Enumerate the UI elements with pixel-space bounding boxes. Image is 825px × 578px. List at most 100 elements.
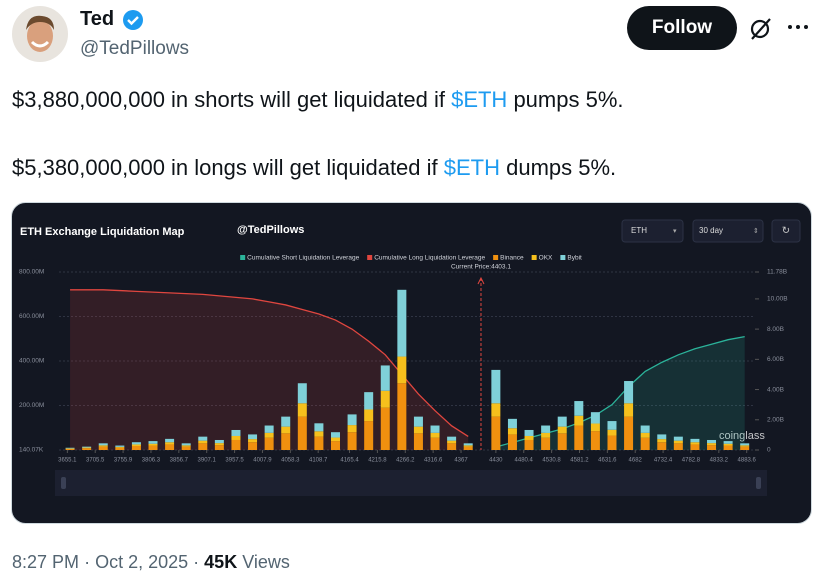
legend-swatch [560, 255, 566, 260]
legend-label: OKX [539, 255, 553, 262]
legend-label: Bybit [567, 255, 582, 262]
separator: · [193, 552, 200, 572]
bar [507, 428, 517, 435]
y-tick-label: 200.00M [19, 402, 44, 409]
bar [507, 418, 517, 429]
y2-tick-label: 6.00B [767, 356, 784, 363]
bar [707, 445, 717, 450]
bar [131, 445, 141, 450]
bar [607, 429, 617, 436]
bar [413, 416, 423, 427]
bar [165, 442, 175, 445]
y2-tick-label: 4.00B [767, 386, 784, 393]
bar [740, 443, 750, 446]
author-handle[interactable]: @TedPillows [80, 38, 190, 59]
avatar-smile [30, 40, 50, 48]
scrollbar-handle [61, 477, 66, 489]
bar [590, 431, 600, 450]
bar [264, 437, 274, 450]
y2-tick-label: 0 [767, 447, 771, 454]
select-arrow: ▾ [673, 228, 677, 235]
x-tick-label: 3806.3 [142, 458, 161, 464]
bar [115, 445, 125, 447]
x-tick-label: 4581.2 [570, 458, 589, 464]
bar [380, 365, 390, 391]
bar [507, 434, 517, 450]
bar [181, 443, 191, 446]
bar [165, 438, 175, 443]
bar [707, 439, 717, 444]
bar [364, 392, 374, 410]
bar [347, 414, 357, 426]
cashtag-link[interactable]: $ETH [443, 155, 500, 180]
bar [364, 409, 374, 422]
bar [231, 429, 241, 436]
current-price-arrow [477, 276, 485, 285]
bar [557, 426, 567, 434]
bar [380, 390, 390, 408]
bar [491, 369, 501, 404]
bar [297, 416, 307, 450]
x-tick-label: 4007.9 [253, 458, 272, 464]
bar [541, 437, 551, 450]
bar [624, 381, 634, 404]
tweet-text: $3,880,000,000 in shorts will get liquid… [12, 87, 452, 112]
y-tick-label: 140.07K [19, 447, 44, 454]
bar [330, 437, 340, 442]
bar [82, 447, 92, 449]
author-name[interactable]: Ted [80, 8, 115, 30]
x-tick-label: 4430 [489, 458, 503, 464]
bar [574, 425, 584, 450]
bar [447, 440, 457, 444]
range-select[interactable] [692, 219, 764, 243]
bar [281, 426, 291, 434]
bar [281, 433, 291, 450]
chart-title: ETH Exchange Liquidation Map [20, 226, 185, 238]
cashtag-link[interactable]: $ETH [451, 87, 508, 112]
bar [491, 416, 501, 450]
bar [723, 441, 733, 444]
bar [347, 432, 357, 450]
more-icon[interactable] [786, 20, 810, 34]
bar [690, 442, 700, 445]
x-tick-label: 4108.7 [309, 458, 328, 464]
symbol-select[interactable] [621, 219, 684, 243]
y2-tick-label: 2.00B [767, 416, 784, 423]
bar [413, 433, 423, 450]
bar [314, 436, 324, 450]
bar [314, 431, 324, 437]
legend-label: Cumulative Short Liquidation Leverage [247, 255, 359, 262]
chart-image[interactable]: ETH Exchange Liquidation Map @TedPillows… [11, 202, 812, 524]
tweet-line: $5,380,000,000 in longs will get liquida… [12, 155, 616, 181]
bar [524, 429, 534, 436]
bar [297, 383, 307, 404]
bar [640, 432, 650, 438]
bar [657, 439, 667, 443]
avatar[interactable] [12, 6, 68, 62]
bar [231, 435, 241, 440]
follow-button[interactable]: Follow [627, 6, 737, 50]
tweet-date[interactable]: Oct 2, 2025 [95, 552, 189, 572]
verified-badge [123, 10, 143, 30]
bar [98, 445, 108, 447]
x-tick-label: 3755.9 [114, 458, 133, 464]
bar [430, 437, 440, 450]
bar [397, 383, 407, 450]
bar [198, 440, 208, 444]
bar [624, 416, 634, 450]
x-tick-label: 4833.2 [710, 458, 729, 464]
grok-icon[interactable] [748, 16, 774, 42]
bar [690, 444, 700, 450]
bar [524, 435, 534, 440]
bar [707, 443, 717, 446]
bar [148, 443, 158, 446]
x-tick-label: 4883.6 [738, 458, 757, 464]
bar [330, 432, 340, 438]
tweet-time[interactable]: 8:27 PM [12, 552, 80, 572]
refresh-button[interactable] [771, 219, 801, 243]
bar [740, 445, 750, 447]
x-tick-label: 4367 [454, 458, 468, 464]
bar [463, 446, 473, 450]
legend-label: Cumulative Long Liquidation Leverage [374, 255, 485, 262]
